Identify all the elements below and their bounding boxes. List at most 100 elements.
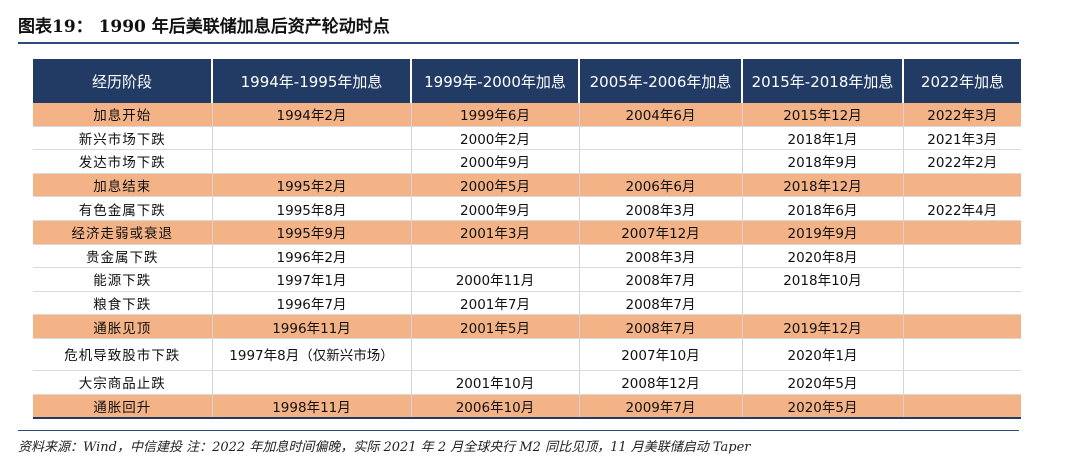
date-cell: 1995年8月 [211,196,411,221]
stage-cell: 加息结束 [33,173,212,198]
date-cell: 2008年7月 [578,314,742,339]
date-cell: 2000年11月 [410,267,579,292]
table-row: 经济走弱或衰退 1995年9月 2001年3月 2007年12月 2019年9月 [33,220,1021,245]
table-row: 大宗商品止跌 2001年10月 2008年12月 2020年5月 [33,370,1021,395]
header-1994-1995: 1994年-1995年加息 [211,59,411,103]
date-cell: 1994年2月 [211,103,411,127]
date-cell [902,267,1021,292]
date-cell: 1997年1月 [211,267,411,292]
stage-cell: 经济走弱或衰退 [33,220,212,245]
date-cell: 2000年5月 [410,173,579,198]
date-cell [902,220,1021,245]
table-row: 危机导致股市下跌 1997年8月（仅新兴市场） 2007年10月 2020年1月 [33,338,1021,371]
date-cell: 2004年6月 [578,103,742,127]
table-row: 加息结束 1995年2月 2000年5月 2006年6月 2018年12月 [33,173,1021,198]
date-cell [902,314,1021,339]
table-row: 新兴市场下跌 2000年2月 2018年1月 2021年3月 [33,126,1021,151]
date-cell [410,338,579,371]
date-cell: 2020年1月 [741,338,903,371]
date-cell [578,126,742,151]
stage-cell: 粮食下跌 [33,291,212,316]
date-cell: 2000年2月 [410,126,579,151]
table-row: 粮食下跌 1996年7月 2001年7月 2008年7月 [33,291,1021,316]
table-row: 通胀回升 1998年11月 2006年10月 2009年7月 2020年5月 [33,394,1021,420]
stage-cell: 加息开始 [33,103,212,127]
date-cell [578,149,742,174]
date-cell: 2018年6月 [741,196,903,221]
date-cell: 2020年5月 [741,394,903,420]
date-cell: 2022年3月 [902,103,1021,127]
date-cell [902,291,1021,316]
table-row: 加息开始 1994年2月 1999年6月 2004年6月 2015年12月 20… [33,103,1021,127]
date-cell: 2000年9月 [410,196,579,221]
date-cell: 1995年9月 [211,220,411,245]
date-cell: 2020年8月 [741,244,903,269]
date-cell [902,338,1021,371]
title-divider [18,42,1019,44]
date-cell: 2020年5月 [741,370,903,395]
stage-cell: 新兴市场下跌 [33,126,212,151]
date-cell: 2018年12月 [741,173,903,198]
table-row: 贵金属下跌 1996年2月 2008年3月 2020年8月 [33,244,1021,269]
date-cell: 1998年11月 [211,394,411,420]
date-cell [741,291,903,316]
source-divider [18,430,1019,431]
date-cell: 2007年10月 [578,338,742,371]
date-cell: 1996年7月 [211,291,411,316]
date-cell: 2001年5月 [410,314,579,339]
date-cell: 1995年2月 [211,173,411,198]
date-cell: 2000年9月 [410,149,579,174]
table-header-row: 经历阶段 1994年-1995年加息 1999年-2000年加息 2005年-2… [33,59,1021,103]
date-cell: 2006年10月 [410,394,579,420]
date-cell: 1996年11月 [211,314,411,339]
date-cell [211,126,411,151]
stage-cell: 发达市场下跌 [33,149,212,174]
date-cell: 2019年9月 [741,220,903,245]
date-cell: 2018年10月 [741,267,903,292]
date-cell: 2008年12月 [578,370,742,395]
stage-cell: 贵金属下跌 [33,244,212,269]
date-cell [410,244,579,269]
date-cell: 2009年7月 [578,394,742,420]
stage-cell: 危机导致股市下跌 [33,338,212,371]
stage-cell: 通胀见顶 [33,314,212,339]
date-cell: 2008年7月 [578,291,742,316]
date-cell: 2007年12月 [578,220,742,245]
date-cell [902,394,1021,420]
header-2005-2006: 2005年-2006年加息 [578,59,742,103]
date-cell: 2022年4月 [902,196,1021,221]
date-cell: 2008年3月 [578,244,742,269]
stage-cell: 通胀回升 [33,394,212,420]
stage-cell: 有色金属下跌 [33,196,212,221]
table-row: 发达市场下跌 2000年9月 2018年9月 2022年2月 [33,149,1021,174]
date-cell: 2001年7月 [410,291,579,316]
date-cell: 2006年6月 [578,173,742,198]
date-cell [211,149,411,174]
date-cell [211,370,411,395]
table-row: 能源下跌 1997年1月 2000年11月 2008年7月 2018年10月 [33,267,1021,292]
stage-cell: 能源下跌 [33,267,212,292]
date-cell: 2018年1月 [741,126,903,151]
date-cell: 2001年10月 [410,370,579,395]
date-cell: 2019年12月 [741,314,903,339]
date-cell: 2022年2月 [902,149,1021,174]
date-cell: 1999年6月 [410,103,579,127]
date-cell: 2015年12月 [741,103,903,127]
date-cell: 1997年8月（仅新兴市场） [211,338,411,371]
stage-cell: 大宗商品止跌 [33,370,212,395]
asset-rotation-table: 经历阶段 1994年-1995年加息 1999年-2000年加息 2005年-2… [33,59,1021,420]
source-note: 资料来源：Wind，中信建投 注：2022 年加息时间偏晚，实际 2021 年 … [18,440,751,455]
header-stage: 经历阶段 [33,59,212,103]
header-2015-2018: 2015年-2018年加息 [741,59,903,103]
date-cell: 2008年3月 [578,196,742,221]
date-cell [902,173,1021,198]
header-1999-2000: 1999年-2000年加息 [410,59,579,103]
date-cell [902,370,1021,395]
date-cell: 1996年2月 [211,244,411,269]
figure-title: 图表19： 1990 年后美联储加息后资产轮动时点 [18,17,390,37]
date-cell: 2001年3月 [410,220,579,245]
date-cell: 2008年7月 [578,267,742,292]
table-row: 有色金属下跌 1995年8月 2000年9月 2008年3月 2018年6月 2… [33,196,1021,221]
date-cell [902,244,1021,269]
table-row: 通胀见顶 1996年11月 2001年5月 2008年7月 2019年12月 [33,314,1021,339]
